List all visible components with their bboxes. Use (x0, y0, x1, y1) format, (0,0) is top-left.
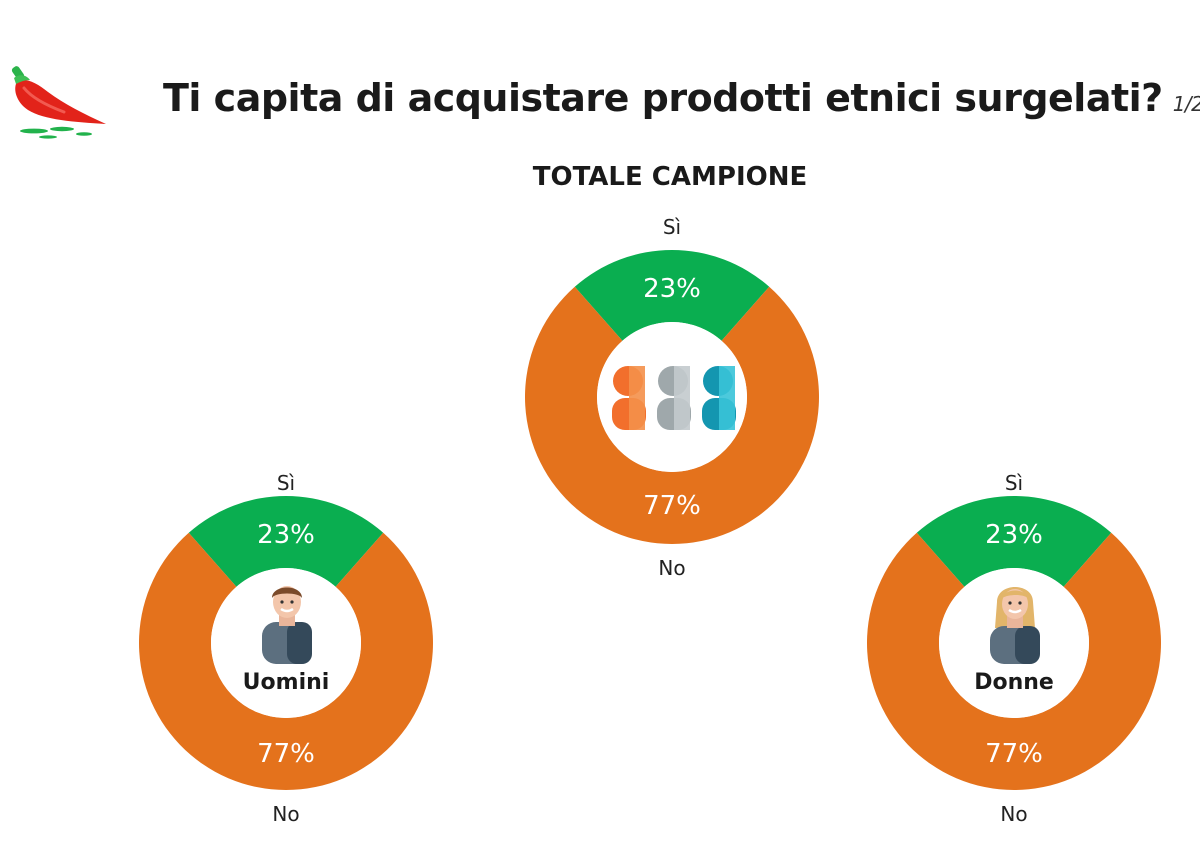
donut-slice-yes-totale (574, 250, 770, 341)
value-no-totale: 77% (643, 491, 701, 521)
donut-slice-yes-donne (916, 496, 1112, 587)
group-people-icon (612, 366, 736, 430)
value-no-donne: 77% (985, 739, 1043, 769)
value-yes-totale: 23% (643, 274, 701, 304)
donut-slice-no-totale (525, 286, 819, 544)
man-avatar-icon (262, 586, 312, 664)
label-no-donne: No (1000, 802, 1028, 826)
woman-avatar-icon (990, 587, 1040, 664)
page-indicator: 1/2 (1172, 92, 1200, 116)
label-no-uomini: No (272, 802, 300, 826)
donut-hole-totale (597, 322, 747, 472)
value-yes-uomini: 23% (257, 520, 315, 550)
group-label-donne: Donne (974, 670, 1054, 695)
donut-chart-uomini: Uomini Sì 23% 77% No (138, 471, 433, 826)
page-title: Ti capita di acquistare prodotti etnici … (163, 76, 1200, 120)
chili-pepper-icon (11, 66, 106, 139)
label-no-totale: No (658, 556, 686, 580)
donut-slice-no-uomini (138, 532, 433, 790)
donut-chart-totale: Sì 23% 77% No (525, 215, 819, 580)
label-yes-totale: Sì (662, 215, 682, 239)
value-no-uomini: 77% (257, 739, 315, 769)
chart-title-totale: TOTALE CAMPIONE (532, 162, 808, 192)
donut-slice-no-donne (867, 532, 1161, 790)
page-title-text: Ti capita di acquistare prodotti etnici … (163, 76, 1163, 120)
group-label-uomini: Uomini (242, 670, 330, 695)
label-yes-uomini: Sì (276, 471, 296, 495)
value-yes-donne: 23% (985, 520, 1043, 550)
donut-slice-yes-uomini (188, 496, 384, 587)
label-yes-donne: Sì (1004, 471, 1024, 495)
donut-chart-donne: Donne Sì 23% 77% No (867, 471, 1161, 826)
donut-svg-totale (525, 250, 819, 544)
